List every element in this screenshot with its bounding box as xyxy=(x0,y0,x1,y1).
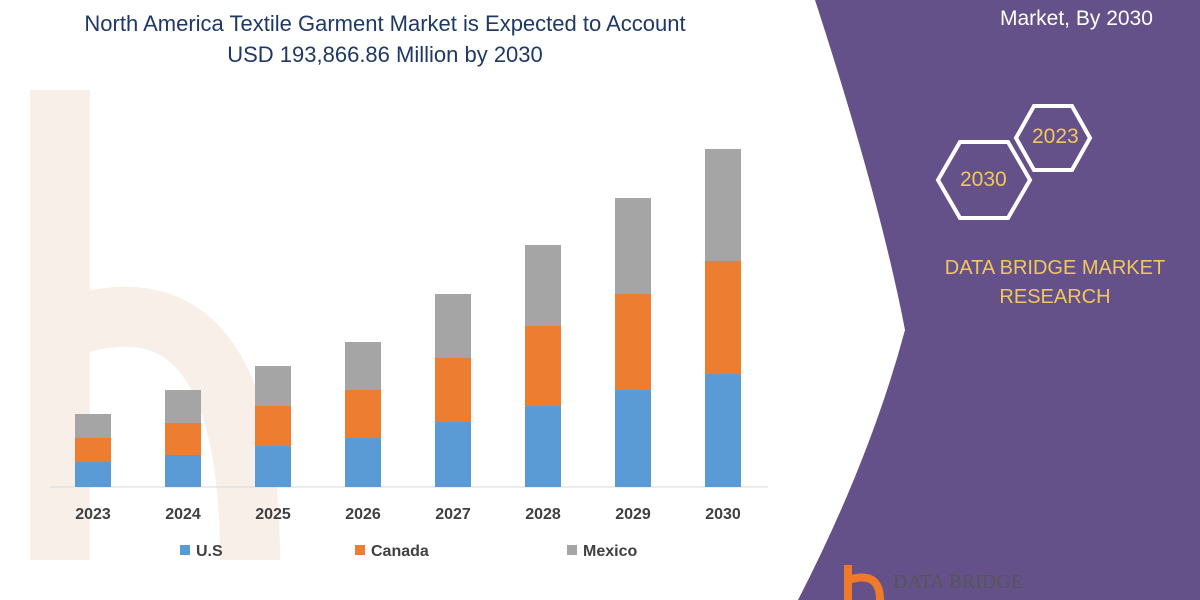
purple-panel xyxy=(798,0,1200,600)
brand-line2: RESEARCH xyxy=(999,286,1111,308)
bar-us-2029 xyxy=(615,390,651,487)
hex-label-2023: 2023 xyxy=(1032,125,1079,148)
brand-line1: DATA BRIDGE MARKET xyxy=(944,257,1166,279)
legend-label: U.S xyxy=(196,543,223,560)
legend-swatch xyxy=(567,545,577,555)
legend-label: Canada xyxy=(371,543,429,560)
x-tick-label: 2026 xyxy=(345,506,381,523)
bar-mexico-2030 xyxy=(705,149,741,261)
bar-mexico-2027 xyxy=(435,294,471,358)
bar-us-2024 xyxy=(165,455,201,487)
bar-mexico-2026 xyxy=(345,342,381,390)
bar-us-2028 xyxy=(525,406,561,487)
bar-canada-2029 xyxy=(615,294,651,390)
bar-mexico-2029 xyxy=(615,198,651,294)
bar-us-2025 xyxy=(255,446,291,487)
bar-mexico-2025 xyxy=(255,366,291,406)
bar-canada-2026 xyxy=(345,390,381,438)
right-caption: Market, By 2030 xyxy=(1000,7,1153,30)
x-tick-label: 2024 xyxy=(165,506,201,523)
bar-mexico-2024 xyxy=(165,390,201,423)
bar-mexico-2028 xyxy=(525,245,561,326)
chart-title-line1: North America Textile Garment Market is … xyxy=(84,11,686,36)
bar-mexico-2023 xyxy=(75,414,111,438)
bar-us-2023 xyxy=(75,462,111,487)
bar-canada-2023 xyxy=(75,438,111,462)
bar-canada-2030 xyxy=(705,261,741,374)
logo-icon xyxy=(844,565,884,600)
hex-label-2030: 2030 xyxy=(960,168,1007,191)
bar-canada-2027 xyxy=(435,358,471,422)
stacked-bar-chart: 2023 2024 2025 2026 2027 2028 2029 2030 U.S Canad… xyxy=(50,149,768,560)
bar-us-2030 xyxy=(705,374,741,487)
bar-us-2027 xyxy=(435,422,471,487)
x-tick-label: 2027 xyxy=(435,506,471,523)
x-tick-label: 2023 xyxy=(75,506,111,523)
bar-canada-2024 xyxy=(165,423,201,455)
x-tick-label: 2029 xyxy=(615,506,651,523)
x-tick-label: 2030 xyxy=(705,506,741,523)
legend-label: Mexico xyxy=(583,543,637,560)
x-tick-label: 2025 xyxy=(255,506,291,523)
legend-swatch xyxy=(180,545,190,555)
x-tick-label: 2028 xyxy=(525,506,561,523)
bar-canada-2025 xyxy=(255,406,291,446)
hexagon-2023 xyxy=(1013,104,1093,172)
bar-us-2026 xyxy=(345,438,381,487)
watermark-logo xyxy=(30,90,280,561)
logo-text: DATA BRIDGE xyxy=(893,571,1023,593)
chart-title-line2: USD 193,866.86 Million by 2030 xyxy=(227,42,543,67)
bar-canada-2028 xyxy=(525,326,561,406)
hexagon-2030 xyxy=(935,140,1033,220)
legend-swatch xyxy=(355,545,365,555)
